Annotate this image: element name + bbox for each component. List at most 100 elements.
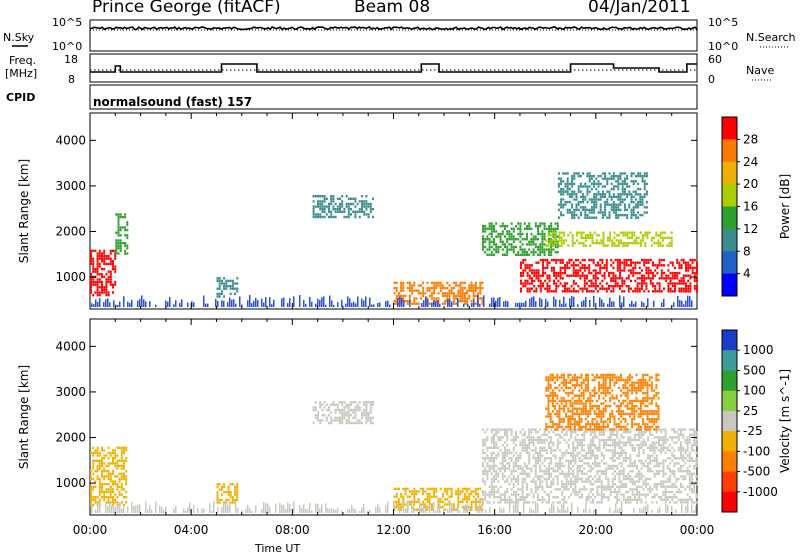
data-cell <box>630 264 632 267</box>
noise-cell <box>463 303 465 307</box>
data-cell <box>510 493 513 496</box>
data-cell <box>567 425 570 429</box>
data-cell <box>532 454 535 457</box>
data-cell <box>634 206 637 209</box>
data-cell <box>658 462 660 465</box>
data-cell <box>593 180 596 183</box>
data-cell <box>515 490 517 494</box>
data-cell <box>522 282 525 285</box>
data-cell <box>479 281 482 285</box>
data-cell <box>532 240 535 243</box>
data-cell <box>369 401 372 404</box>
data-cell <box>515 498 517 501</box>
data-cell <box>642 480 645 483</box>
data-cell <box>695 431 698 434</box>
data-cell <box>96 459 99 462</box>
data-cell <box>521 496 524 499</box>
data-cell <box>482 462 484 465</box>
data-cell <box>566 282 569 285</box>
data-cell <box>528 444 531 447</box>
data-cell <box>659 234 662 237</box>
data-cell <box>574 483 577 486</box>
data-cell <box>580 234 583 237</box>
data-cell <box>539 485 542 488</box>
data-cell <box>397 503 400 506</box>
data-cell <box>587 384 590 387</box>
data-cell <box>352 197 355 200</box>
data-cell <box>604 407 607 410</box>
data-cell <box>493 470 495 473</box>
noise-cell <box>131 299 133 307</box>
data-cell <box>603 454 605 457</box>
data-cell <box>575 208 578 212</box>
data-cell <box>319 200 322 203</box>
data-cell <box>568 208 571 212</box>
data-cell <box>580 384 583 387</box>
data-cell <box>630 180 633 183</box>
data-cell <box>649 277 652 280</box>
data-cell <box>107 451 110 455</box>
data-cell <box>123 488 125 491</box>
data-cell <box>550 436 553 439</box>
data-cell <box>115 213 118 216</box>
data-cell <box>607 498 610 501</box>
data-cell <box>466 297 469 300</box>
data-cell <box>446 503 449 506</box>
data-cell <box>641 174 644 178</box>
data-cell <box>620 231 623 234</box>
data-cell <box>623 198 626 201</box>
scatter-region <box>482 428 698 504</box>
data-cell <box>115 241 118 245</box>
data-cell <box>571 410 574 413</box>
data-cell <box>598 423 601 426</box>
data-cell <box>588 258 591 262</box>
data-cell <box>678 282 681 285</box>
data-cell <box>482 235 484 238</box>
data-cell <box>567 488 570 491</box>
data-cell <box>662 436 665 439</box>
data-cell <box>587 496 590 499</box>
data-cell <box>236 483 239 486</box>
data-cell <box>670 231 673 234</box>
data-cell <box>530 238 533 241</box>
data-cell <box>367 205 370 208</box>
data-cell <box>551 410 554 413</box>
data-cell <box>562 203 565 206</box>
data-cell <box>365 195 368 198</box>
data-cell <box>564 269 566 272</box>
data-cell <box>669 496 671 499</box>
data-cell <box>682 454 685 457</box>
data-cell <box>223 277 226 280</box>
freq-strip-frame <box>89 53 698 83</box>
data-cell <box>643 290 646 293</box>
data-cell <box>354 421 357 425</box>
data-cell <box>330 213 333 216</box>
noise-cell <box>613 301 615 307</box>
data-cell <box>554 234 557 237</box>
noise-cell <box>515 302 517 307</box>
data-cell <box>693 274 696 277</box>
data-cell <box>554 240 557 243</box>
data-cell <box>595 200 598 204</box>
data-cell <box>647 436 649 439</box>
data-cell <box>109 257 112 260</box>
data-cell <box>598 410 601 413</box>
data-cell <box>640 493 643 496</box>
data-cell <box>612 211 615 214</box>
data-cell <box>619 195 622 199</box>
data-cell <box>623 177 626 180</box>
data-cell <box>589 407 592 410</box>
data-cell <box>515 501 517 504</box>
noise-cell <box>373 304 375 307</box>
data-cell <box>598 376 601 379</box>
data-cell <box>595 391 598 395</box>
data-cell <box>594 269 597 272</box>
data-cell <box>620 472 623 475</box>
data-cell <box>474 286 477 290</box>
data-cell <box>617 174 620 178</box>
data-cell <box>688 483 691 486</box>
data-cell <box>663 271 665 275</box>
data-cell <box>576 231 579 234</box>
data-cell <box>120 477 123 481</box>
data-cell <box>430 503 433 506</box>
